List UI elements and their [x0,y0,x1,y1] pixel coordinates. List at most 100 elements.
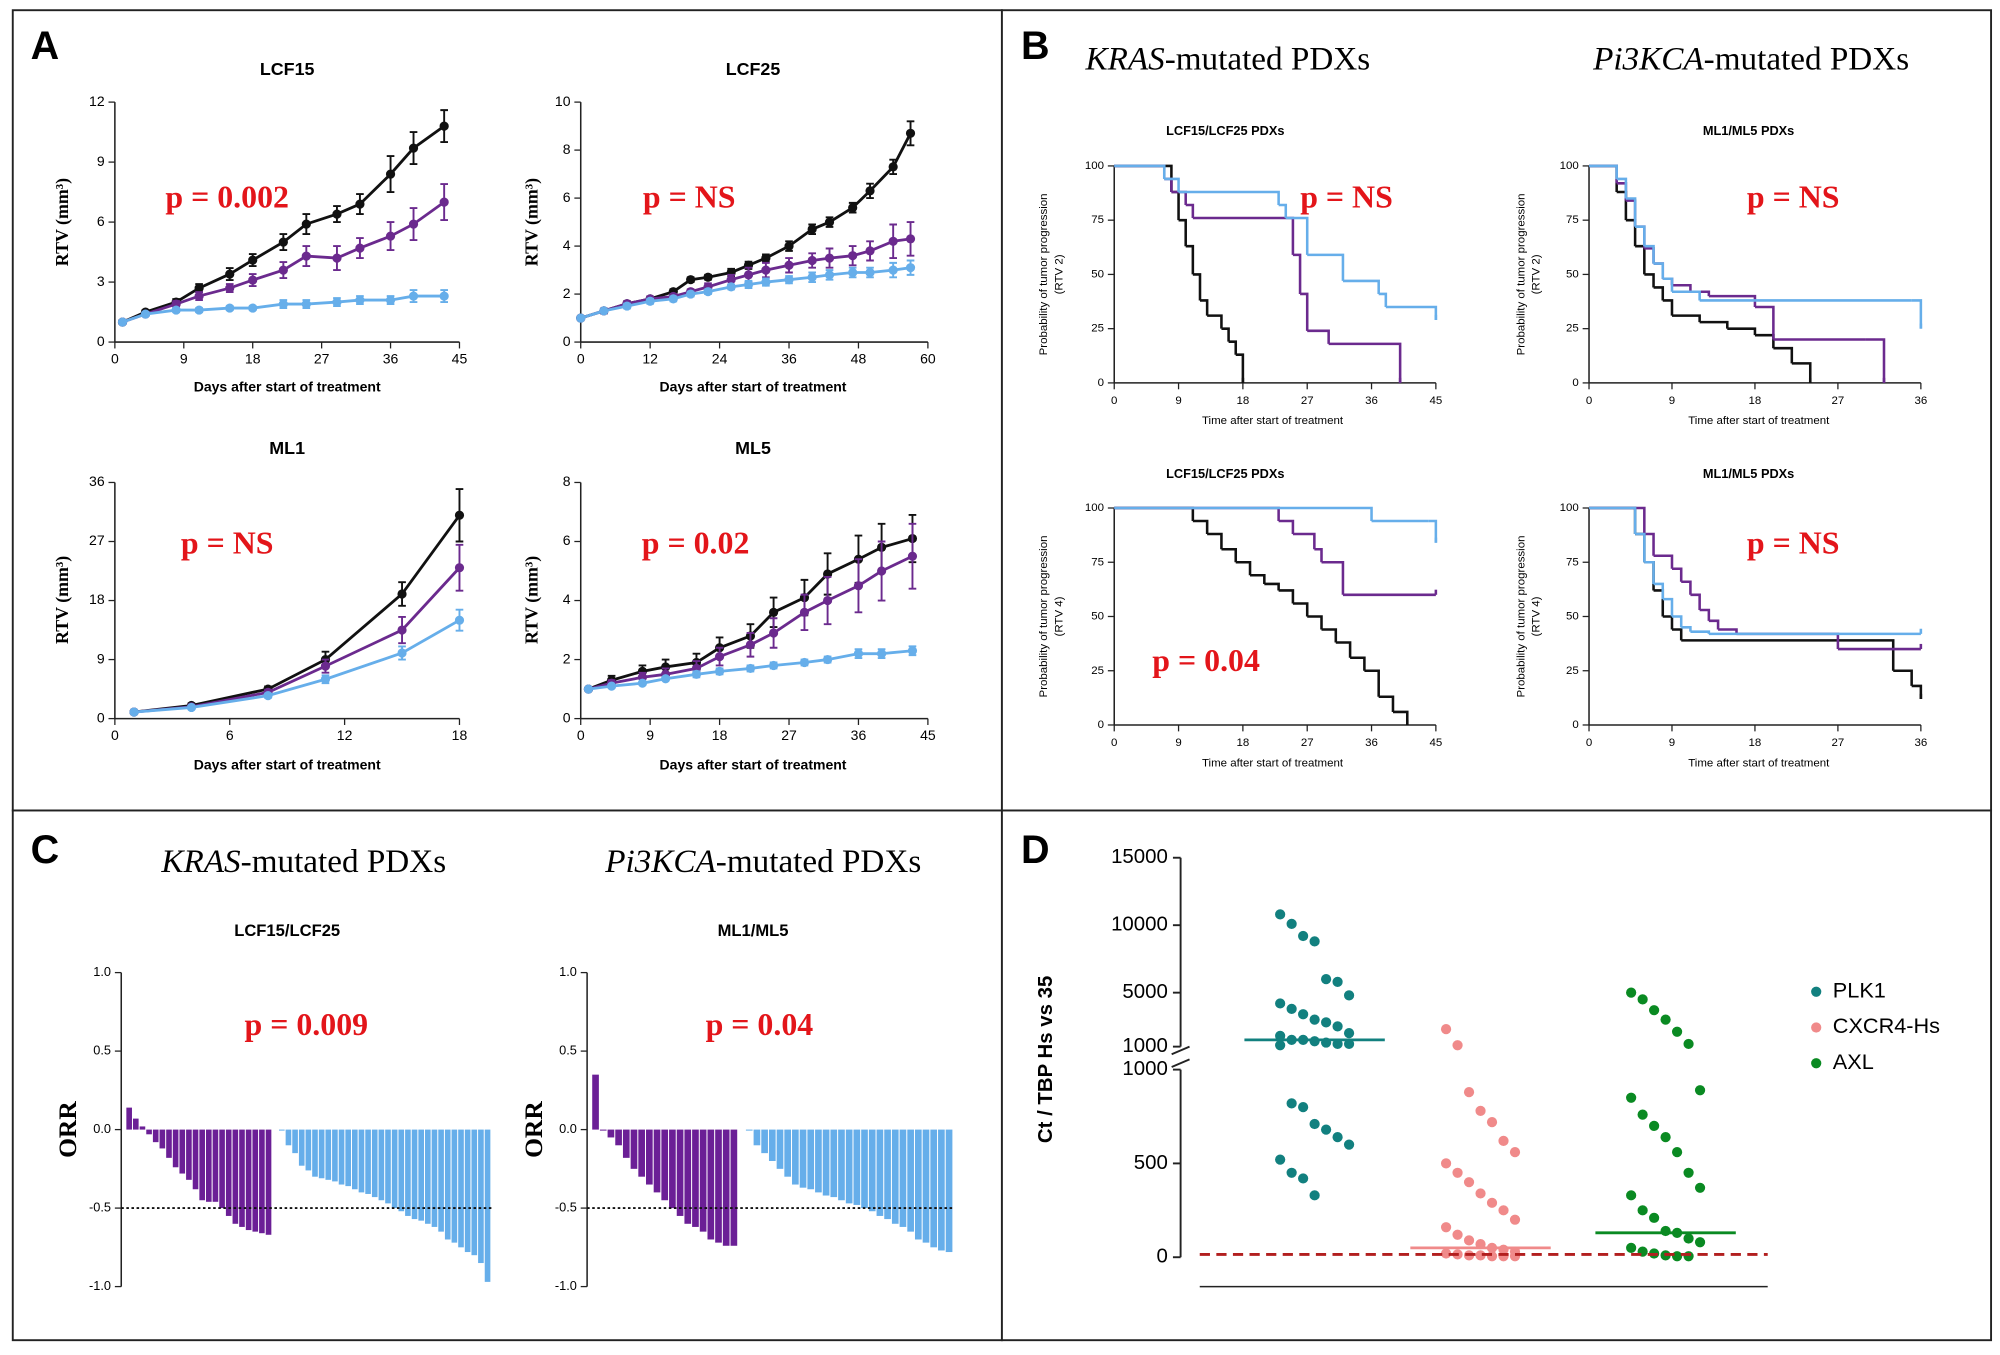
survival-step [1644,244,1655,264]
x-tick-label: 27 [1301,395,1314,407]
bar [146,1129,152,1135]
bar [478,1129,484,1264]
data-point [171,305,181,315]
data-point [905,234,916,244]
data-point [768,607,779,617]
y-tick-label: 75 [1566,556,1579,568]
heading-italic: Pi3KCA [604,843,716,880]
survival-step [1893,669,1913,686]
y-axis-label: Ct / TBP Hs vs 35 [1035,976,1057,1143]
y-tick-label: 0 [563,333,571,349]
bar [225,1129,232,1216]
bar [484,1129,491,1282]
y-tick-label: 2 [563,650,571,666]
x-tick-label: 36 [1365,737,1378,749]
heading-text: -mutated PDXs [716,843,921,880]
data-point [248,303,258,313]
y-tick-label: 9 [97,153,105,169]
y-tick-label: 6 [97,213,105,229]
data-point [1309,936,1320,947]
data-point [888,236,898,246]
data-point [865,246,875,256]
chart-title: LCF15/LCF25 PDXs [1166,466,1284,481]
survival-step [1865,338,1886,383]
bar [352,1129,358,1190]
data-point [301,251,311,261]
annotation: p = 0.02 [642,526,750,561]
legend-marker [1811,1022,1822,1033]
data-point [799,607,810,617]
data-point [686,289,696,299]
survival-step [1364,669,1380,697]
panel-label: D [1021,828,1050,872]
data-point [320,674,331,684]
survival-step [1727,327,1757,336]
chart-title: LCF15 [260,59,315,79]
y-tick-label: 0 [1098,377,1104,389]
y-tick-label: 9 [97,650,105,666]
data-point [1637,994,1648,1005]
data-point [1286,1167,1297,1178]
bar [815,1129,822,1193]
survival-step [1307,253,1345,281]
data-point [1626,1092,1637,1103]
data-point [1320,1017,1332,1028]
bar [305,1129,312,1171]
bar [692,1129,699,1227]
survival-step [1192,273,1202,301]
data-point [1683,1233,1694,1244]
y-tick-label: 5000 [1122,981,1167,1003]
data-point [743,279,754,290]
survival-step [1644,532,1655,556]
data-point [355,199,365,209]
survival-step [1671,615,1683,628]
data-point [703,272,713,282]
heading: KRAS-mutated PDXs [1084,40,1370,77]
chart-title: ML1 [269,438,305,458]
y-axis-label: Probability of tumor progression [1038,536,1050,698]
bar [252,1129,259,1232]
survival-step [1690,593,1701,610]
legend-marker [1811,1058,1822,1069]
chart-title: ML1/ML5 PDXs [1703,123,1794,138]
data-point [454,563,465,573]
data-point [1463,1235,1475,1246]
bar [876,1129,884,1216]
data-point [686,275,696,285]
x-tick-label: 27 [1301,737,1314,749]
bar [458,1129,464,1248]
bar [378,1129,385,1201]
x-tick-label: 9 [646,727,654,743]
bar [684,1129,692,1224]
data-point [1486,1251,1498,1262]
y-tick-label: 500 [1134,1152,1168,1174]
y-tick-label: 15000 [1111,846,1168,868]
data-point [278,299,288,309]
y-tick-label: 25 [1091,323,1104,335]
survival-step [1221,547,1238,563]
legend-label: PLK1 [1833,977,1886,1002]
data-point [1671,1251,1683,1262]
data-point [1694,1182,1706,1193]
bar [622,1129,630,1158]
data-point [768,660,779,671]
y-tick-label: 6 [563,532,571,548]
data-point [1309,1014,1320,1025]
data-point [745,663,756,674]
survival-step [1708,619,1720,630]
panel-frame [11,809,1003,1342]
x-tick-label: 36 [1365,395,1378,407]
survival-step [1625,197,1637,227]
y-tick-label: -1.0 [89,1278,111,1293]
data-point [1694,1085,1706,1096]
survival-step [1635,532,1646,563]
data-point [1649,1120,1660,1131]
data-point [599,306,609,316]
data-point [355,295,365,305]
data-point [1486,1117,1498,1128]
data-point [848,251,858,261]
survival-step [1350,656,1366,671]
survival-step [1321,628,1338,643]
bar [325,1129,332,1180]
survival-step [1662,277,1674,292]
